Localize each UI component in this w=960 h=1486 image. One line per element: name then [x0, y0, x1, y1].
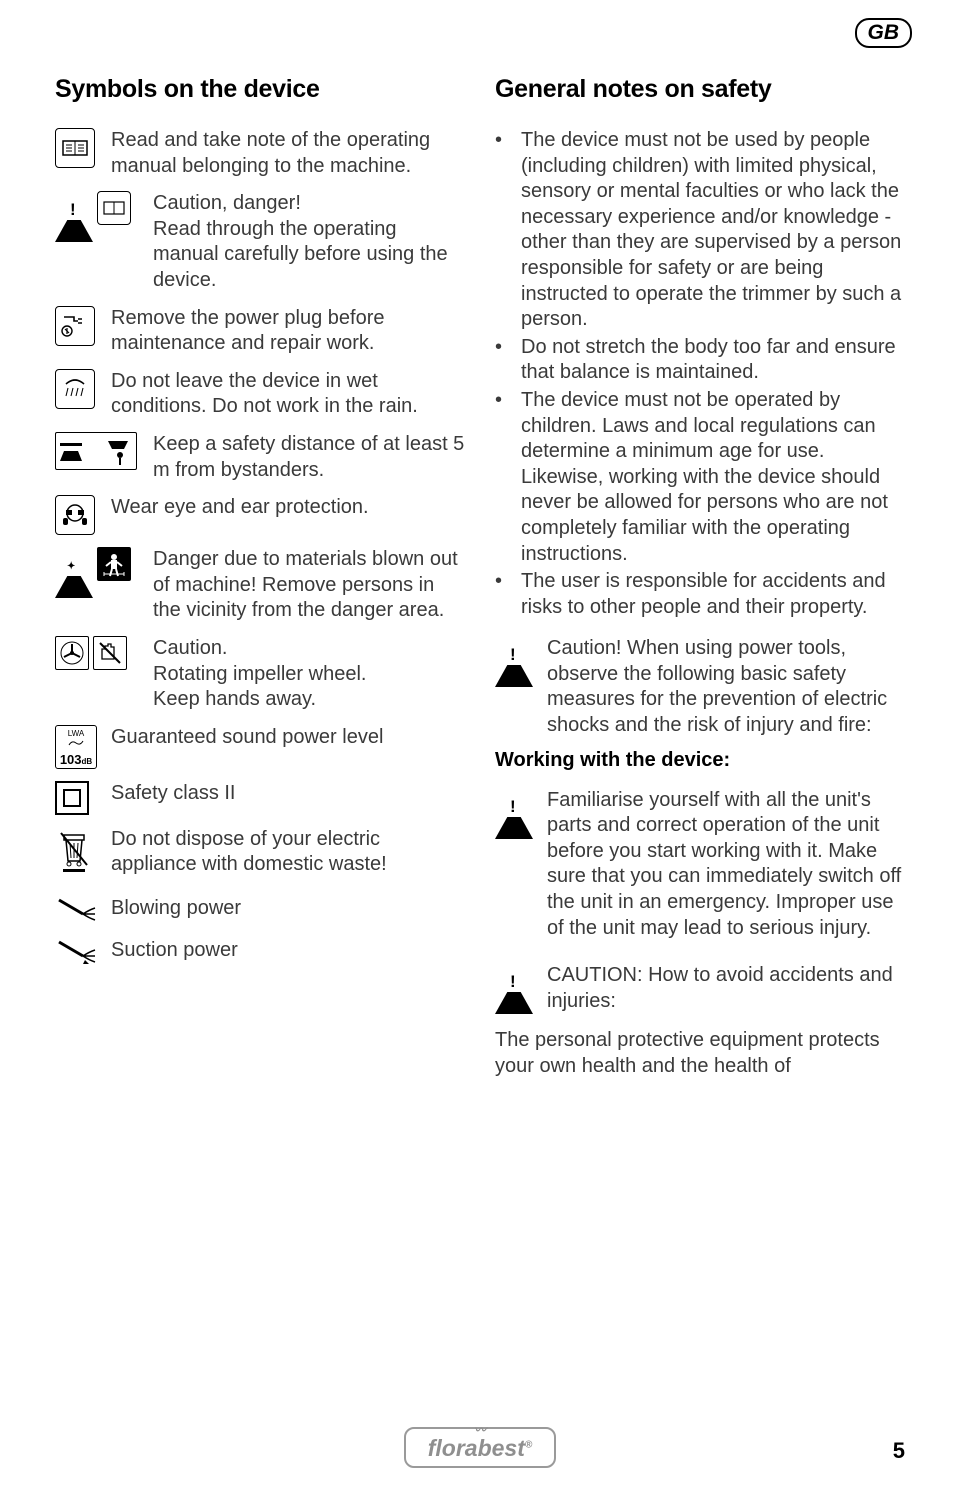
bullet-text: The user is responsible for accidents an…	[521, 569, 905, 620]
footer: 〰 florabest®	[0, 1427, 960, 1468]
bullet-text: The device must not be operated by child…	[521, 388, 905, 567]
symbol-item: Keep a safety distance of at least 5 m f…	[55, 432, 465, 483]
symbol-item: Do not leave the device in wet condition…	[55, 369, 465, 420]
warning-triangle-icon: !	[495, 963, 533, 981]
subheading: Working with the device:	[495, 749, 905, 772]
left-heading: Symbols on the device	[55, 75, 465, 104]
warning-text: CAUTION: How to avoid accidents and inju…	[547, 963, 905, 1014]
symbol-item: Safety class II	[55, 781, 465, 815]
manual-icon	[97, 191, 131, 225]
impeller-icon	[55, 636, 89, 670]
manual-icon	[55, 128, 95, 168]
warning-row: ! Caution! When using power tools, obser…	[495, 636, 905, 738]
symbol-item: Remove the power plug before maintenance…	[55, 306, 465, 357]
country-badge: GB	[855, 18, 913, 48]
symbol-text: Do not leave the device in wet condition…	[111, 369, 465, 420]
symbol-text: Suction power	[111, 938, 465, 964]
safety-class-icon	[55, 781, 89, 815]
tail-text: The personal protective equipment protec…	[495, 1028, 905, 1079]
two-column-layout: Symbols on the device Read and take note…	[55, 75, 905, 1080]
warning-row: ! Familiarise yourself with all the unit…	[495, 788, 905, 942]
no-bin-icon	[55, 827, 93, 873]
safety-bullets: •The device must not be used by people (…	[495, 128, 905, 620]
symbol-text: Do not dispose of your electric applianc…	[111, 827, 465, 878]
unplug-icon	[55, 306, 95, 346]
symbol-item: Read and take note of the operating manu…	[55, 128, 465, 179]
warning-row: ! CAUTION: How to avoid accidents and in…	[495, 963, 905, 1014]
symbol-text: Keep a safety distance of at least 5 m f…	[153, 432, 465, 483]
distance-icon	[55, 432, 137, 470]
warning-triangle-icon: !	[495, 788, 533, 806]
symbol-text: Caution. Rotating impeller wheel. Keep h…	[153, 636, 465, 713]
left-column: Symbols on the device Read and take note…	[55, 75, 465, 1080]
symbol-item: Suction power	[55, 938, 465, 968]
bullet-text: The device must not be used by people (i…	[521, 128, 905, 333]
symbol-text: Danger due to materials blown out of mac…	[153, 547, 465, 624]
symbol-item: Wear eye and ear protection.	[55, 495, 465, 535]
symbol-text: Blowing power	[111, 896, 465, 922]
debris-warning-icon: ✦	[55, 547, 93, 565]
blowing-icon	[55, 896, 99, 926]
symbol-item: Do not dispose of your electric applianc…	[55, 827, 465, 878]
symbol-item: Caution. Rotating impeller wheel. Keep h…	[55, 636, 465, 713]
warning-triangle-icon: !	[55, 191, 93, 209]
no-rain-icon	[55, 369, 95, 409]
right-column: General notes on safety •The device must…	[495, 75, 905, 1080]
page-number: 5	[893, 1438, 905, 1464]
warning-triangle-icon: !	[495, 636, 533, 654]
sound-level-icon: LWA 103dB	[55, 725, 97, 769]
warning-text: Caution! When using power tools, observe…	[547, 636, 905, 738]
symbol-text: Guaranteed sound power level	[111, 725, 465, 751]
brand-logo: 〰 florabest®	[404, 1427, 557, 1468]
symbol-text: Safety class II	[111, 781, 465, 807]
symbol-item: ! Caution, danger! Read through the oper…	[55, 191, 465, 293]
symbol-text: Remove the power plug before maintenance…	[111, 306, 465, 357]
no-hands-icon	[93, 636, 127, 670]
warning-text: Familiarise yourself with all the unit's…	[547, 788, 905, 942]
bullet-text: Do not stretch the body too far and ensu…	[521, 335, 905, 386]
symbol-text: Read and take note of the operating manu…	[111, 128, 465, 179]
suction-icon	[55, 938, 99, 968]
symbol-item: ✦ Danger due to materials blown out of m…	[55, 547, 465, 624]
right-heading: General notes on safety	[495, 75, 905, 104]
symbol-item: Blowing power	[55, 896, 465, 926]
symbol-item: LWA 103dB Guaranteed sound power level	[55, 725, 465, 769]
symbol-text: Caution, danger! Read through the operat…	[153, 191, 465, 293]
eye-ear-protection-icon	[55, 495, 95, 535]
symbol-text: Wear eye and ear protection.	[111, 495, 465, 521]
bystander-icon	[97, 547, 131, 581]
